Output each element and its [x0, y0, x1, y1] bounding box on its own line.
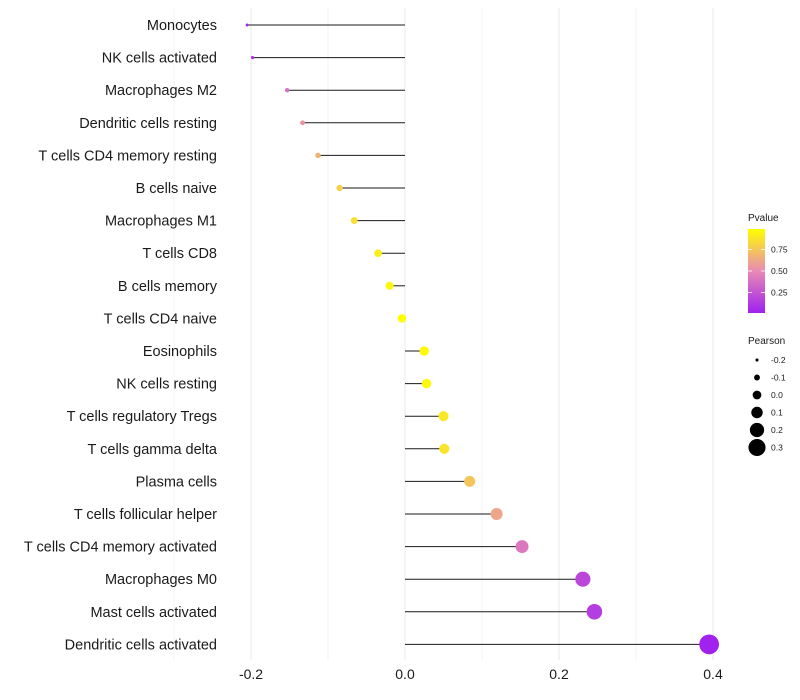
category-label: B cells naive — [136, 181, 217, 197]
size-legend-dot — [751, 406, 763, 419]
size-legend-label: -0.1 — [771, 373, 786, 383]
pvalue-legend-title: Pvalue — [748, 213, 779, 224]
pearson-legend-title: Pearson — [748, 336, 785, 347]
pearson-legend: Pearson -0.2 -0.1 0.0 0.1 0.2 0.3 — [748, 336, 786, 457]
category-label: Eosinophils — [143, 344, 217, 360]
size-legend-dot — [754, 374, 760, 381]
category-label: Mast cells activated — [90, 605, 217, 621]
category-label: T cells CD8 — [142, 246, 217, 262]
data-point — [515, 540, 529, 554]
x-axis-ticks: -0.2 0.0 0.2 0.4 — [239, 666, 723, 682]
colorbar-label: 0.75 — [771, 245, 788, 255]
data-point — [300, 120, 306, 126]
category-label: B cells memory — [118, 279, 218, 295]
x-tick-label: -0.2 — [239, 666, 263, 682]
pvalue-legend: Pvalue 0.75 0.50 0.25 — [748, 213, 788, 313]
category-label: T cells CD4 memory activated — [24, 540, 217, 556]
category-label: Plasma cells — [136, 474, 217, 490]
size-legend-dot — [748, 438, 766, 457]
grid-lines — [173, 8, 714, 660]
x-tick-label: 0.2 — [549, 666, 569, 682]
category-label: T cells follicular helper — [74, 507, 217, 523]
points — [245, 23, 720, 655]
category-label: T cells CD4 naive — [104, 311, 217, 327]
data-point — [490, 507, 503, 521]
data-point — [439, 443, 450, 454]
category-label: NK cells resting — [116, 377, 217, 393]
category-label: Dendritic cells activated — [65, 637, 217, 653]
size-legend-dot — [752, 390, 762, 400]
colorbar-label: 0.50 — [771, 266, 788, 276]
category-label: Dendritic cells resting — [79, 116, 217, 132]
data-point — [421, 378, 432, 389]
pvalue-colorbar — [748, 229, 765, 313]
size-legend-label: -0.2 — [771, 355, 786, 365]
category-label: Macrophages M1 — [105, 214, 217, 230]
size-legend-label: 0.2 — [771, 425, 783, 435]
data-point — [336, 184, 343, 192]
size-legend-dot — [755, 358, 759, 362]
category-label: NK cells activated — [102, 51, 217, 67]
data-point — [586, 604, 603, 620]
data-point — [350, 217, 358, 225]
category-label: T cells CD4 memory resting — [38, 148, 217, 164]
data-point — [385, 281, 394, 290]
size-legend-dot — [749, 422, 765, 438]
data-point — [438, 411, 449, 422]
data-point — [245, 23, 249, 27]
data-point — [284, 88, 290, 93]
size-legend-label: 0.1 — [771, 408, 783, 418]
category-labels: Monocytes NK cells activated Macrophages M… — [24, 18, 218, 653]
data-point — [374, 249, 382, 258]
size-legend-label: 0.3 — [771, 443, 783, 453]
category-label: T cells regulatory Tregs — [67, 409, 217, 425]
data-point — [699, 634, 720, 655]
x-tick-label: 0.0 — [395, 666, 415, 682]
data-point — [464, 475, 476, 487]
colorbar-label: 0.25 — [771, 287, 788, 297]
category-label: Macrophages M2 — [105, 83, 217, 99]
data-point — [575, 571, 591, 587]
data-point — [419, 346, 429, 356]
category-label: Macrophages M0 — [105, 572, 217, 588]
x-tick-label: 0.4 — [703, 666, 723, 682]
category-label: T cells gamma delta — [88, 442, 218, 458]
data-point — [250, 56, 255, 60]
size-legend-label: 0.0 — [771, 390, 783, 400]
data-point — [315, 152, 321, 159]
category-label: Monocytes — [147, 18, 217, 34]
data-point — [397, 314, 407, 323]
stems — [247, 24, 710, 645]
